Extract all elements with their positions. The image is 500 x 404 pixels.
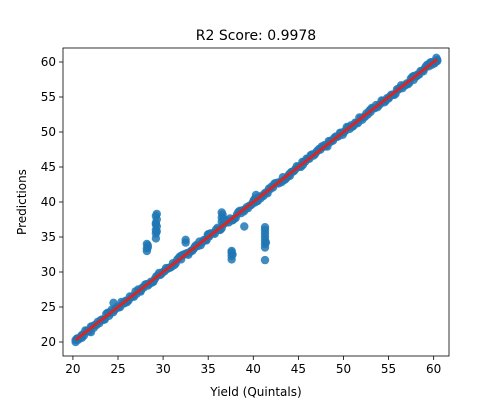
y-tick-label: 45 bbox=[41, 160, 56, 174]
data-point bbox=[261, 238, 271, 247]
y-tick-label: 20 bbox=[41, 335, 56, 349]
fit-line-layer bbox=[74, 58, 439, 342]
x-tick-label: 30 bbox=[155, 362, 170, 376]
data-point bbox=[260, 223, 270, 232]
data-point bbox=[217, 208, 226, 217]
data-point bbox=[151, 220, 161, 229]
y-tick-label: 50 bbox=[41, 125, 56, 139]
x-tick-label: 55 bbox=[381, 362, 396, 376]
y-tick-label: 35 bbox=[41, 230, 56, 244]
x-tick-label: 35 bbox=[201, 362, 216, 376]
data-point bbox=[219, 214, 228, 223]
y-tick-label: 55 bbox=[41, 90, 56, 104]
x-axis-label: Yield (Quintals) bbox=[209, 385, 301, 399]
data-point bbox=[152, 209, 161, 219]
data-point bbox=[109, 298, 118, 307]
y-tick-label: 25 bbox=[41, 300, 56, 314]
x-tick-label: 45 bbox=[291, 362, 306, 376]
x-tick-label: 50 bbox=[336, 362, 351, 376]
y-axis-ticks: 20 25 30 35 40 45 50 55 60 bbox=[41, 55, 63, 349]
x-tick-label: 20 bbox=[65, 362, 80, 376]
chart-title: R2 Score: 0.9978 bbox=[196, 28, 316, 44]
y-tick-label: 40 bbox=[41, 195, 56, 209]
x-tick-label: 40 bbox=[246, 362, 261, 376]
x-tick-label: 60 bbox=[426, 362, 441, 376]
data-point bbox=[240, 222, 249, 231]
data-point bbox=[143, 243, 152, 252]
x-tick-label: 25 bbox=[110, 362, 125, 376]
data-point bbox=[228, 250, 237, 259]
data-point bbox=[152, 227, 161, 236]
data-point bbox=[181, 235, 190, 244]
y-tick-label: 30 bbox=[41, 265, 56, 279]
y-tick-label: 60 bbox=[41, 55, 56, 69]
y-axis-label: Predictions bbox=[15, 169, 29, 235]
data-point bbox=[260, 255, 270, 265]
x-axis-ticks: 20 25 30 35 40 45 50 55 60 bbox=[65, 356, 441, 376]
fit-line bbox=[74, 58, 439, 342]
